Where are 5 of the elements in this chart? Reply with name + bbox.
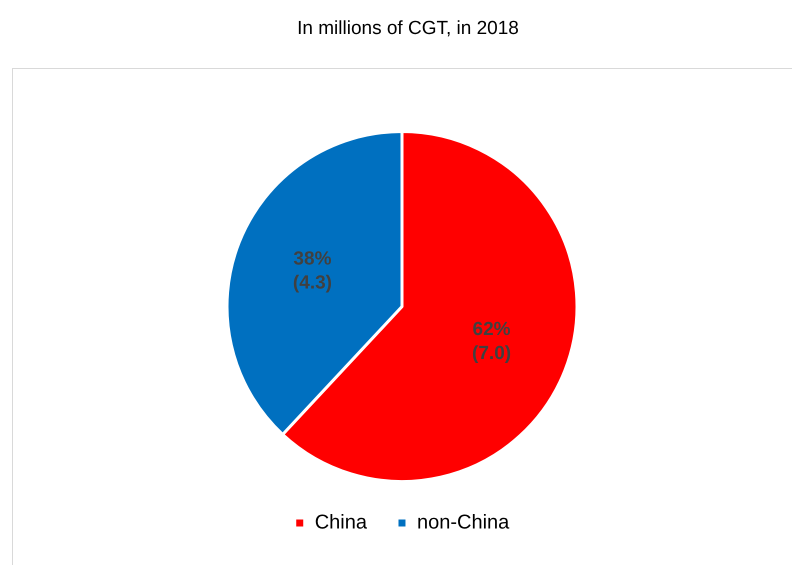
legend-label: non-China [416, 512, 510, 534]
legend-label: China [314, 512, 368, 534]
chart-title: In millions of CGT, in 2018 [296, 18, 520, 40]
data-label: 62% (7.0) [472, 319, 512, 364]
data-label: 38% (4.3) [292, 248, 332, 294]
